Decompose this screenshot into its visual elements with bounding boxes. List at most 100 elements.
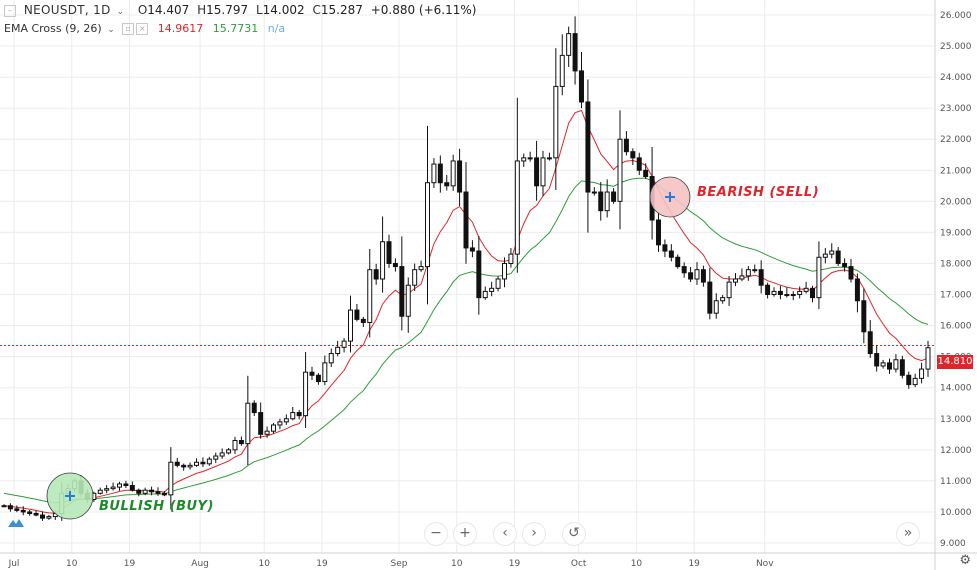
candle-body — [617, 138, 623, 202]
x-tick-label: 19 — [688, 559, 700, 569]
candle-body — [232, 440, 238, 451]
x-tick-label: 10 — [451, 559, 463, 569]
candle-body — [803, 287, 809, 292]
close-label: C — [312, 3, 321, 17]
candle-body — [206, 458, 212, 465]
close-icon[interactable]: × — [136, 23, 149, 35]
candle-body — [489, 287, 495, 292]
chevron-down-icon[interactable]: ⌄ — [116, 7, 124, 17]
open-value: 14.407 — [147, 3, 190, 17]
candle-body — [425, 182, 430, 268]
candle-body — [880, 362, 886, 367]
candle-body — [373, 269, 379, 280]
candle-body — [790, 294, 796, 297]
candle-body — [7, 505, 13, 510]
y-tick-label: 11.000 — [940, 477, 972, 487]
cross-markers — [65, 192, 675, 501]
change-value: +0.880 (+6.11%) — [370, 3, 477, 17]
candle-body — [20, 509, 26, 513]
candle-body — [187, 464, 193, 468]
high-value: 15.797 — [206, 3, 249, 17]
candle-body — [418, 266, 424, 271]
candle-body — [341, 340, 347, 348]
candle-body — [765, 284, 771, 296]
collapse-icon[interactable]: – — [4, 4, 16, 17]
candle-body — [386, 241, 392, 264]
candle-body — [271, 424, 276, 432]
candle-body — [707, 281, 713, 314]
candles-group — [1, 16, 931, 521]
zoom-out-button[interactable]: − — [425, 523, 447, 545]
candle-body — [585, 101, 591, 193]
scroll-right-button[interactable]: › — [523, 523, 545, 545]
candle-body — [1, 505, 7, 508]
candle-body — [367, 269, 373, 323]
y-tick-label: 14.000 — [940, 384, 972, 394]
scroll-to-end-button[interactable]: » — [897, 523, 919, 545]
zoom-in-button[interactable]: + — [454, 523, 476, 545]
candle-body — [867, 331, 873, 355]
candle-body — [348, 309, 353, 342]
candle-body — [688, 272, 694, 280]
candle-body — [777, 290, 783, 296]
candle-body — [668, 250, 674, 258]
candle-body — [559, 54, 565, 87]
candle-body — [437, 163, 443, 184]
x-tick-label: 19 — [509, 559, 521, 569]
candle-body — [380, 241, 386, 280]
candle-body — [579, 70, 584, 103]
y-tick-label: 20.000 — [940, 197, 972, 207]
x-tick-label: Aug — [191, 559, 209, 569]
candle-body — [919, 368, 925, 379]
candle-body — [861, 300, 867, 333]
candle-body — [161, 492, 167, 496]
indicator-name[interactable]: EMA Cross (9, 26) — [4, 22, 102, 35]
candle-body — [502, 262, 507, 280]
candle-body — [611, 191, 617, 202]
symbol-legend: – NEOUSDT, 1D ⌄ O14.407 H15.797 L14.002 … — [4, 3, 476, 17]
candle-body — [104, 488, 110, 491]
candle-body — [546, 157, 552, 160]
candle-body — [354, 309, 360, 320]
chevron-down-icon[interactable]: ⌄ — [107, 25, 115, 35]
candle-body — [874, 353, 880, 367]
candle-body — [508, 253, 514, 264]
symbol-label[interactable]: NEOUSDT, 1D — [23, 3, 111, 17]
candle-body — [842, 262, 848, 268]
candle-body — [630, 151, 636, 159]
last-price-tag: 14.810 — [937, 355, 973, 369]
candle-body — [829, 250, 835, 255]
candle-body — [296, 412, 302, 417]
candle-body — [899, 359, 905, 376]
bullish-annotation: BULLISH (BUY) — [99, 499, 214, 514]
candle-body — [251, 402, 257, 414]
reset-chart-button[interactable]: ↺ — [563, 523, 585, 545]
y-tick-label: 9.000 — [940, 539, 966, 549]
candle-body — [290, 412, 296, 420]
candle-body — [553, 85, 559, 159]
candle-body — [810, 287, 815, 299]
y-tick-label: 17.000 — [940, 291, 972, 301]
settings-icon[interactable]: ▫ — [122, 23, 135, 35]
candle-body — [450, 160, 456, 187]
candle-body — [469, 247, 475, 252]
candle-body — [887, 362, 892, 370]
candle-body — [136, 489, 142, 494]
x-tick-label: 19 — [124, 559, 136, 569]
candle-body — [335, 346, 341, 355]
candle-body — [623, 138, 629, 153]
candle-body — [514, 160, 520, 255]
candle-body — [925, 347, 931, 370]
y-tick-label: 13.000 — [940, 415, 972, 425]
gear-icon[interactable]: ⚙ — [959, 553, 971, 568]
candle-body — [123, 483, 129, 487]
candle-body — [117, 483, 122, 488]
scroll-left-button[interactable]: ‹ — [494, 523, 516, 545]
candle-body — [309, 371, 315, 376]
candle-body — [540, 157, 546, 187]
candle-body — [726, 281, 732, 299]
candle-body — [527, 157, 533, 160]
candle-body — [155, 491, 161, 494]
logo-icon[interactable] — [7, 516, 25, 528]
